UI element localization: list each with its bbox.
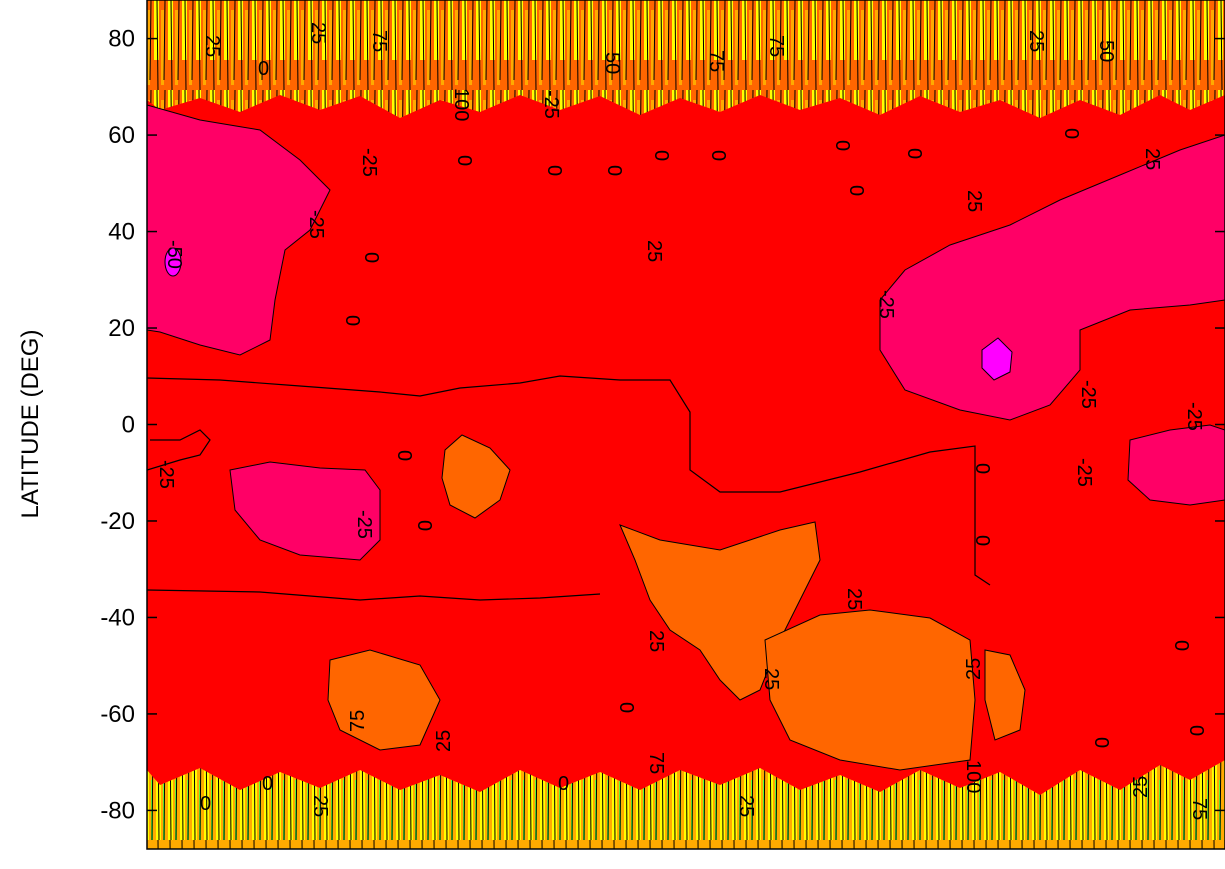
contour-label: 25 [963,658,985,680]
y-tick-label: -40 [100,604,135,631]
y-tick-label: -60 [100,701,135,728]
contour-label: 0 [615,702,637,713]
contour-label: 0 [971,535,993,546]
contour-label: 25 [309,795,331,817]
contour-label: -25 [540,90,562,119]
region-neg-min [981,337,1013,381]
contour-label: 25 [1025,30,1047,52]
contour-label: 0 [1060,128,1082,139]
y-axis-label: LATITUDE (DEG) [17,330,44,519]
contour-label: 75 [368,30,390,52]
region-pos-blob [441,434,511,519]
contour-label: 0 [650,150,672,161]
contour-label: 25 [843,588,865,610]
contour-label: 0 [845,185,867,196]
contour-label: -50 [163,240,185,269]
region-south-noisy [147,760,1225,849]
contour-label: 0 [453,155,475,166]
contour-label: -25 [358,148,380,177]
contour-label: 0 [1185,725,1207,736]
region-pos-south-c [764,609,976,771]
region-neg-se [1127,424,1225,506]
contour-zero-central [147,375,991,586]
contour-label: 25 [307,22,329,44]
contour-label: 25 [643,240,665,262]
contour-label: 0 [903,148,925,159]
y-tick-label: 20 [108,315,135,342]
contour-label: 0 [360,252,382,263]
contour-labels: 25 0 25 75 100 50 75 75 25 50 -25 0 0 0 … [155,22,1210,820]
contour-label: 25 [645,630,667,652]
y-tick-label: -20 [100,508,135,535]
contour-label: 75 [705,50,727,72]
contour-label: 25 [1141,148,1163,170]
plot-area [147,0,1225,849]
contour-label: 75 [1188,798,1210,820]
contour-label: 25 [201,35,223,57]
contour-label: -25 [305,210,327,239]
contour-label: 0 [413,520,435,531]
contour-label: 25 [1130,776,1152,798]
contour-label: 50 [601,52,623,74]
contour-label: 0 [558,773,569,795]
contour-label: 25 [963,190,985,212]
contour-label: 100 [450,88,472,121]
contour-label: -25 [353,510,375,539]
contour-label: 25 [760,668,782,690]
contour-label: 75 [347,710,369,732]
region-neg-w-small [164,247,182,277]
contour-label: 50 [1095,40,1117,62]
y-tick-label: 80 [108,26,135,53]
region-neg-ne [879,134,1225,421]
y-tick-label: -80 [100,797,135,824]
contour-label: 25 [735,795,757,817]
contour-label: 0 [258,58,269,80]
contour-label: 0 [971,463,993,474]
region-neg-nw [147,104,331,356]
contour-label: 0 [393,450,415,461]
contour-label: 75 [645,752,667,774]
contour-label: 0 [543,165,565,176]
contour-label: 0 [200,793,211,815]
contour-label: -25 [155,460,177,489]
region-north-noisy [147,0,1225,118]
contour-label: 0 [707,150,729,161]
y-tick-label: 60 [108,122,135,149]
contour-label: 0 [1170,640,1192,651]
y-axis: 80 60 40 20 0 -20 -40 -60 -80 [100,26,1225,824]
contour-label: 25 [433,730,455,752]
region-pos-south-w [327,649,441,751]
contour-zero-west [147,429,211,471]
region-neg-sw [229,461,381,561]
contour-label: -25 [875,290,897,319]
contour-label: 0 [831,140,853,151]
field-base [147,0,1225,849]
contour-label: 0 [262,773,273,795]
contour-label: -25 [1183,402,1205,431]
contour-label: -25 [1073,458,1095,487]
y-tick-label: 0 [122,412,135,439]
region-pos-south-e [984,649,1026,741]
contour-zero-south [147,589,601,601]
contour-label: 0 [1090,737,1112,748]
contour-label: 75 [765,35,787,57]
contour-label: 100 [962,760,984,793]
contour-label: -25 [1077,380,1099,409]
contour-label: 0 [341,315,363,326]
y-tick-label: 40 [108,219,135,246]
contour-label: 0 [603,165,625,176]
